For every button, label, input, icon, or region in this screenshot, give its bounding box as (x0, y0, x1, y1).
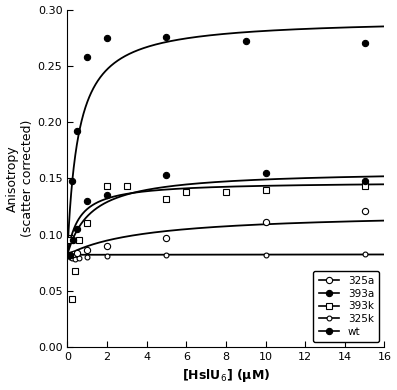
X-axis label: [HslU$_6$] (μM): [HslU$_6$] (μM) (182, 367, 270, 385)
Legend: 325a, 393a, 393k, 325k, wt: 325a, 393a, 393k, 325k, wt (313, 271, 379, 342)
Y-axis label: Anisotropy
(scatter corrected): Anisotropy (scatter corrected) (6, 120, 34, 237)
